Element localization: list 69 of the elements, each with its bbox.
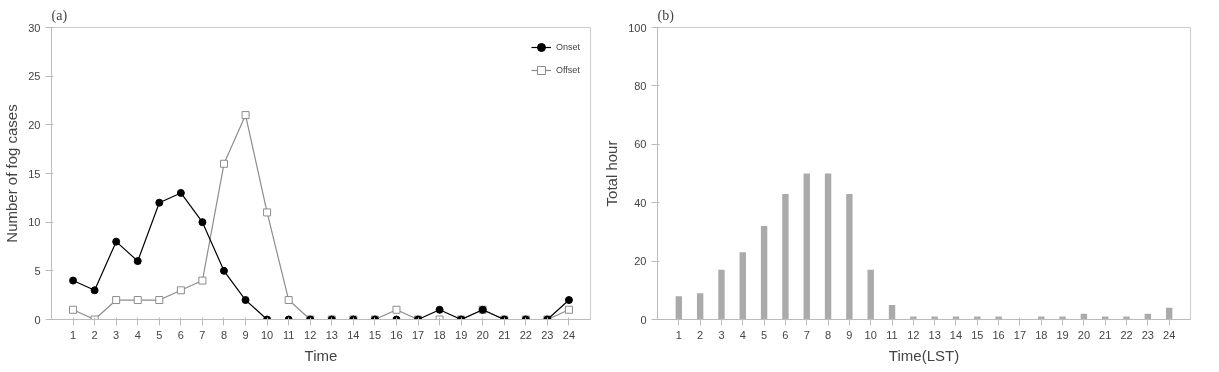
x-tick-label: 20 xyxy=(476,328,489,341)
x-tick-label: 18 xyxy=(433,328,446,341)
x-tick-label: 3 xyxy=(113,328,120,341)
x-tick-label: 8 xyxy=(825,328,832,341)
y-tick-label: 60 xyxy=(634,138,647,151)
y-tick-label: 40 xyxy=(634,196,647,209)
x-tick-label: 18 xyxy=(1035,328,1048,341)
x-tick-label: 15 xyxy=(368,328,382,341)
x-tick-label: 2 xyxy=(697,328,704,341)
x-tick-label: 21 xyxy=(1099,328,1112,341)
x-tick-label: 1 xyxy=(675,328,682,341)
x-tick-label: 14 xyxy=(347,328,360,341)
x-tick-label: 13 xyxy=(325,328,338,341)
x-axis-title: Time(LST) xyxy=(888,346,960,364)
y-tick-label: 25 xyxy=(28,70,41,83)
x-tick-label: 7 xyxy=(199,328,206,341)
legend-label: Offset xyxy=(555,65,580,75)
x-tick-label: 9 xyxy=(242,328,249,341)
y-tick-label: 0 xyxy=(34,313,41,326)
y-tick-label: 100 xyxy=(628,21,647,34)
x-tick-label: 16 xyxy=(390,328,403,341)
y-tick-label: 80 xyxy=(634,79,647,92)
x-tick-label: 11 xyxy=(886,328,898,341)
chart-title: (a) xyxy=(51,7,68,24)
x-tick-label: 12 xyxy=(304,328,317,341)
y-tick-label: 10 xyxy=(28,216,41,229)
x-tick-label: 4 xyxy=(739,328,746,341)
x-tick-label: 24 xyxy=(562,328,576,341)
x-tick-label: 14 xyxy=(949,328,963,341)
x-tick-label: 7 xyxy=(803,328,810,341)
y-tick-label: 20 xyxy=(28,118,41,131)
x-tick-label: 6 xyxy=(177,328,184,341)
x-tick-label: 21 xyxy=(498,328,511,341)
x-tick-label: 8 xyxy=(220,328,228,341)
x-tick-label: 4 xyxy=(134,328,141,341)
x-tick-label: 17 xyxy=(411,328,425,341)
x-tick-label: 19 xyxy=(1056,328,1069,341)
x-tick-label: 9 xyxy=(846,328,853,341)
x-tick-label: 3 xyxy=(718,328,725,341)
x-tick-label: 12 xyxy=(907,328,920,341)
y-axis-title: Number of fog cases xyxy=(3,104,21,243)
chart-title: (b) xyxy=(657,7,675,24)
y-tick-label: 0 xyxy=(640,313,647,326)
x-tick-label: 6 xyxy=(782,328,789,341)
x-tick-label: 13 xyxy=(928,328,941,341)
x-tick-label: 19 xyxy=(455,328,468,341)
y-tick-label: 15 xyxy=(28,167,41,180)
x-tick-label: 17 xyxy=(1013,328,1027,341)
x-tick-label: 11 xyxy=(282,328,295,341)
y-tick-label: 30 xyxy=(28,21,41,34)
x-tick-label: 22 xyxy=(519,328,532,341)
y-tick-label: 5 xyxy=(34,264,41,277)
x-tick-label: 10 xyxy=(260,328,274,341)
x-tick-label: 22 xyxy=(1120,328,1133,341)
x-tick-label: 23 xyxy=(1141,328,1154,341)
x-tick-label: 24 xyxy=(1163,328,1176,341)
x-tick-label: 5 xyxy=(761,328,768,341)
x-tick-label: 1 xyxy=(70,328,77,341)
x-tick-label: 23 xyxy=(541,328,554,341)
x-tick-label: 10 xyxy=(864,328,877,341)
x-tick-label: 15 xyxy=(971,328,984,341)
y-tick-label: 20 xyxy=(634,255,647,268)
x-tick-label: 20 xyxy=(1077,328,1091,341)
x-axis-title: Time xyxy=(304,346,338,364)
x-tick-label: 5 xyxy=(156,328,163,341)
legend-label: Onset xyxy=(555,42,580,52)
x-tick-label: 16 xyxy=(992,328,1005,341)
y-axis-title: Total hour xyxy=(603,140,621,207)
x-tick-label: 2 xyxy=(91,328,98,341)
